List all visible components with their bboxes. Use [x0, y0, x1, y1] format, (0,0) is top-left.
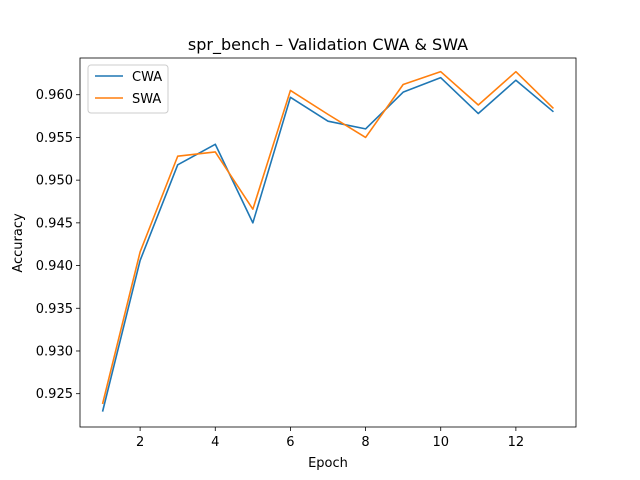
legend-box	[87, 64, 169, 114]
y-tick-label: 0.935	[36, 302, 73, 317]
y-tick-label: 0.925	[36, 387, 73, 402]
y-axis-label: Accuracy	[11, 213, 26, 273]
x-axis-label: Epoch	[308, 456, 348, 471]
y-tick-label: 0.955	[36, 131, 73, 146]
axes-frame	[79, 57, 577, 428]
y-tick-label: 0.930	[36, 344, 73, 359]
x-tick-label: 2	[136, 435, 144, 450]
legend-label-swa: SWA	[132, 92, 161, 107]
legend-label-cwa: CWA	[132, 70, 162, 85]
series-line-cwa	[101, 76, 554, 412]
plot-area: 2 4 6 8 10 12 0.925 0.930 0.935 0.940 0.945 0.950 0.…	[36, 57, 577, 450]
x-tick-label: 12	[508, 435, 525, 450]
series-line-swa	[101, 70, 555, 405]
y-tick-label: 0.960	[36, 88, 73, 103]
y-tick-label: 0.940	[36, 259, 73, 274]
y-tick-label: 0.950	[36, 174, 73, 189]
x-tick-label: 4	[211, 435, 219, 450]
x-tick-label: 10	[432, 435, 449, 450]
chart-title: spr_bench – Validation CWA & SWA	[188, 35, 468, 55]
y-tick-label: 0.945	[36, 216, 73, 231]
x-tick-label: 8	[361, 435, 369, 450]
x-tick-label: 6	[286, 435, 294, 450]
